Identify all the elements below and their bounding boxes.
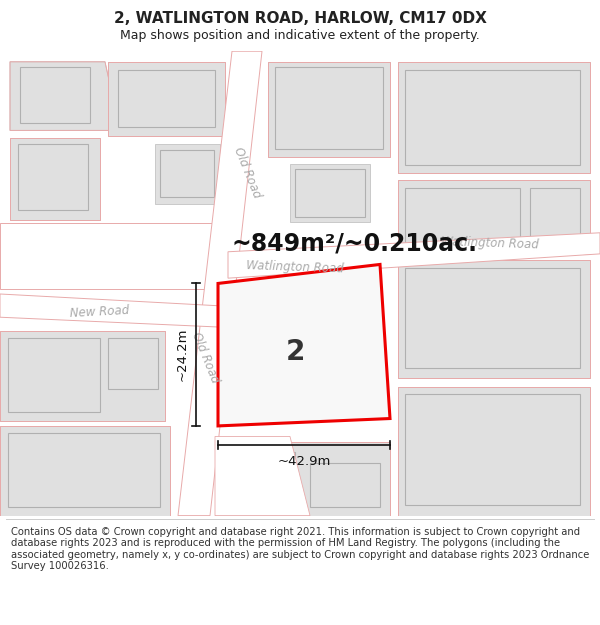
Polygon shape — [215, 442, 390, 516]
Text: Watlington Road: Watlington Road — [441, 235, 539, 251]
Polygon shape — [218, 264, 390, 426]
Polygon shape — [228, 232, 600, 278]
Polygon shape — [20, 67, 90, 123]
Polygon shape — [108, 62, 225, 136]
Text: Watlington Road: Watlington Road — [246, 259, 344, 276]
Text: Old Road: Old Road — [189, 330, 221, 385]
Polygon shape — [0, 426, 170, 516]
Polygon shape — [405, 394, 580, 505]
Polygon shape — [290, 164, 370, 222]
Text: Old Road: Old Road — [231, 145, 263, 200]
Polygon shape — [398, 62, 590, 172]
Polygon shape — [8, 338, 100, 412]
Polygon shape — [178, 51, 262, 516]
Polygon shape — [295, 169, 365, 217]
Polygon shape — [108, 338, 158, 389]
Polygon shape — [310, 463, 380, 507]
Polygon shape — [530, 189, 580, 246]
Polygon shape — [215, 436, 310, 516]
Polygon shape — [155, 144, 220, 204]
Text: 2, WATLINGTON ROAD, HARLOW, CM17 0DX: 2, WATLINGTON ROAD, HARLOW, CM17 0DX — [113, 11, 487, 26]
Polygon shape — [398, 260, 590, 378]
Polygon shape — [398, 387, 590, 516]
Polygon shape — [405, 189, 520, 246]
Polygon shape — [10, 138, 100, 220]
Polygon shape — [398, 180, 590, 254]
Text: ~24.2m: ~24.2m — [176, 328, 189, 381]
Polygon shape — [0, 294, 235, 328]
Polygon shape — [275, 67, 383, 149]
Polygon shape — [18, 144, 88, 209]
Polygon shape — [225, 452, 295, 507]
Text: New Road: New Road — [70, 304, 130, 320]
Polygon shape — [268, 62, 390, 157]
Polygon shape — [8, 433, 160, 507]
Polygon shape — [405, 70, 580, 165]
Polygon shape — [118, 70, 215, 128]
Text: Map shows position and indicative extent of the property.: Map shows position and indicative extent… — [120, 29, 480, 42]
Polygon shape — [0, 331, 165, 421]
Text: Contains OS data © Crown copyright and database right 2021. This information is : Contains OS data © Crown copyright and d… — [11, 526, 589, 571]
Text: ~849m²/~0.210ac.: ~849m²/~0.210ac. — [232, 231, 478, 256]
Text: 2: 2 — [286, 338, 305, 366]
Polygon shape — [10, 62, 120, 131]
Text: ~42.9m: ~42.9m — [277, 456, 331, 469]
Polygon shape — [160, 151, 214, 197]
Polygon shape — [250, 304, 355, 405]
Polygon shape — [405, 268, 580, 368]
